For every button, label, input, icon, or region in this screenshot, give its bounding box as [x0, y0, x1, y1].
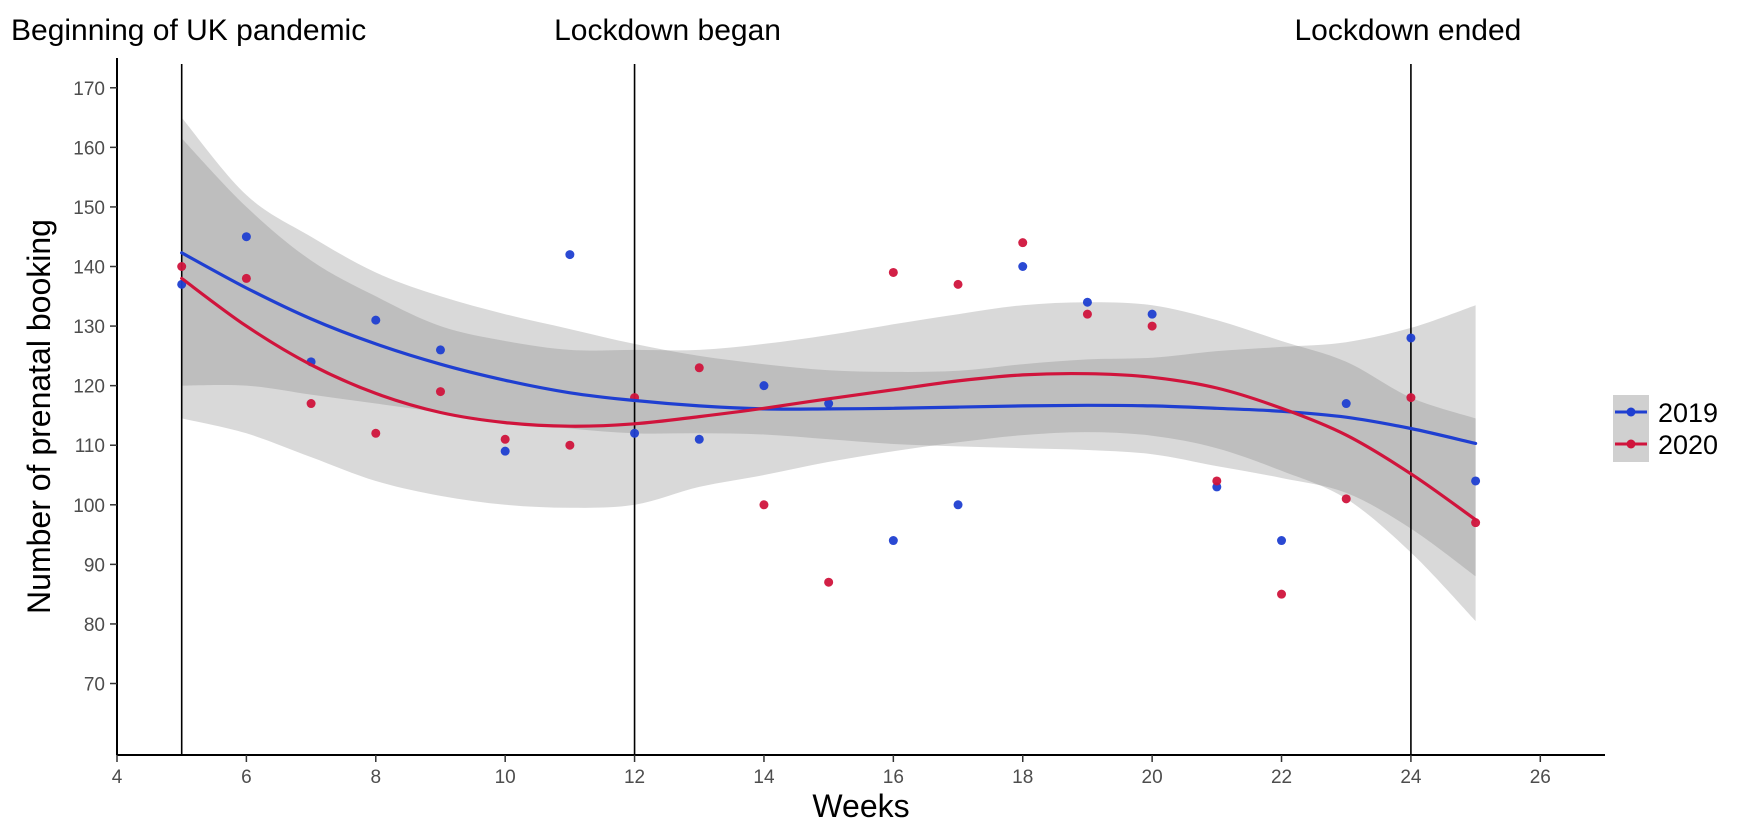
data-point-2019 — [1147, 309, 1157, 319]
data-point-2020 — [759, 500, 769, 510]
y-tick-label: 120 — [73, 377, 105, 398]
data-point-2020 — [1018, 238, 1028, 248]
x-tick-label: 4 — [112, 767, 123, 788]
data-point-2020 — [177, 262, 187, 272]
data-point-2019 — [1406, 333, 1416, 343]
data-point-2019 — [759, 381, 769, 391]
axes: 4 6 8 10 12 14 16 18 20 22 24 26 70 80 90 100 110 120 130… — [73, 58, 1605, 788]
data-point-2019 — [1471, 476, 1481, 486]
data-point-2019 — [694, 434, 704, 444]
x-tick-label: 24 — [1400, 767, 1422, 788]
legend-key-background — [1613, 395, 1649, 462]
x-tick-label: 26 — [1530, 767, 1551, 788]
data-point-2020 — [435, 387, 445, 397]
x-axis-title: Weeks — [812, 788, 909, 824]
event-lines — [180, 64, 1412, 755]
data-point-2019 — [241, 232, 251, 242]
data-point-2020 — [500, 434, 510, 444]
data-point-2020 — [694, 363, 704, 373]
data-point-2020 — [824, 577, 834, 587]
x-tick-label: 20 — [1142, 767, 1163, 788]
event-annotation-label: Beginning of UK pandemic — [11, 14, 366, 47]
data-point-2019 — [824, 399, 834, 409]
data-point-2019 — [371, 315, 381, 325]
legend-label-2019: 2019 — [1658, 398, 1718, 428]
data-point-2019 — [565, 250, 575, 260]
data-point-2020 — [888, 267, 898, 277]
event-annotation-label: Lockdown began — [554, 14, 781, 47]
data-points — [177, 232, 1481, 599]
data-point-2020 — [565, 440, 575, 450]
trend-line-2020 — [180, 276, 1478, 522]
x-tick-label: 22 — [1271, 767, 1292, 788]
x-tick-label: 6 — [241, 767, 252, 788]
data-point-2020 — [1147, 321, 1157, 331]
y-ticks: 70 80 90 100 110 120 130 140 150 160 170 — [73, 79, 117, 696]
data-point-2019 — [630, 428, 640, 438]
x-tick-label: 16 — [883, 767, 904, 788]
event-annotation-label: Lockdown ended — [1294, 14, 1521, 47]
legend-key-point-2020 — [1626, 439, 1636, 449]
data-point-2020 — [1277, 589, 1287, 599]
y-axis-title: Number of prenatal booking — [21, 219, 57, 614]
x-tick-label: 8 — [370, 767, 381, 788]
data-point-2019 — [888, 536, 898, 546]
data-point-2020 — [1471, 518, 1481, 528]
confidence-bands — [181, 117, 1476, 621]
data-point-2020 — [953, 279, 963, 289]
data-point-2019 — [500, 446, 510, 456]
x-tick-label: 14 — [753, 767, 775, 788]
data-point-2019 — [953, 500, 963, 510]
y-tick-label: 100 — [73, 496, 105, 517]
data-point-2020 — [1082, 309, 1092, 319]
y-tick-label: 90 — [84, 555, 105, 576]
trend-lines — [180, 251, 1478, 522]
event-annotations: Beginning of UK pandemic Lockdown began Lo… — [11, 14, 1521, 47]
x-ticks: 4 6 8 10 12 14 16 18 20 22 24 26 — [112, 755, 1551, 788]
y-tick-label: 80 — [84, 615, 105, 636]
y-tick-label: 70 — [84, 675, 105, 696]
y-tick-label: 140 — [73, 258, 105, 279]
x-tick-label: 10 — [495, 767, 516, 788]
data-point-2020 — [371, 428, 381, 438]
data-point-2020 — [306, 399, 316, 409]
data-point-2020 — [1341, 494, 1351, 504]
legend-key-point-2019 — [1626, 407, 1636, 417]
confidence-band-2020 — [181, 138, 1476, 621]
y-tick-label: 150 — [73, 198, 105, 219]
y-tick-label: 160 — [73, 138, 105, 159]
data-point-2019 — [1018, 262, 1028, 272]
data-point-2019 — [177, 279, 187, 289]
y-tick-label: 130 — [73, 317, 105, 338]
trend-line-2019 — [180, 251, 1478, 445]
data-point-2019 — [1082, 297, 1092, 307]
y-tick-label: 170 — [73, 79, 105, 100]
data-point-2019 — [435, 345, 445, 355]
legend-label-2020: 2020 — [1658, 430, 1718, 460]
data-point-2019 — [1341, 399, 1351, 409]
data-point-2020 — [1212, 476, 1222, 486]
data-point-2019 — [1277, 536, 1287, 546]
x-tick-label: 18 — [1012, 767, 1033, 788]
x-tick-label: 12 — [624, 767, 645, 788]
data-point-2020 — [241, 273, 251, 283]
y-tick-label: 110 — [75, 436, 105, 457]
data-point-2020 — [1406, 393, 1416, 403]
